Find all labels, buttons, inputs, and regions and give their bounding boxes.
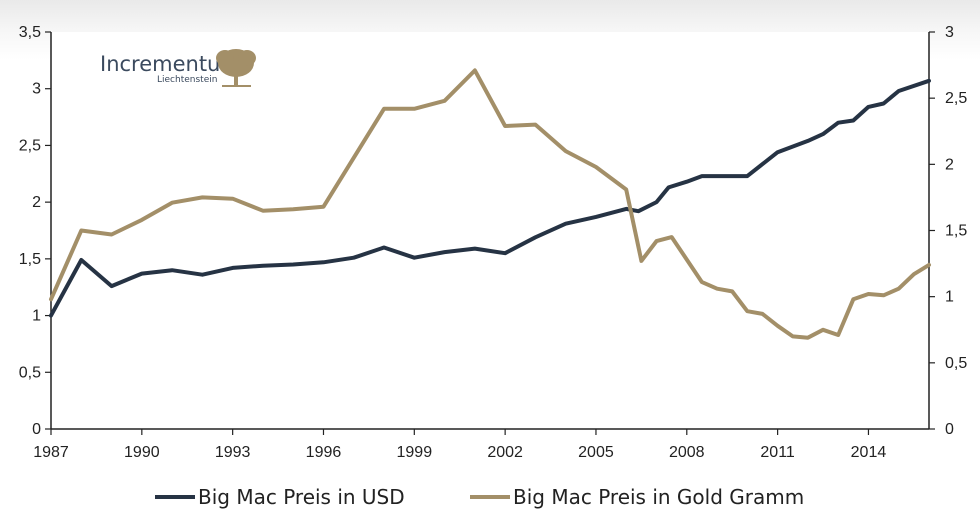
x-tick-label: 2011 bbox=[760, 444, 795, 461]
logo: Incrementum Liechtenstein bbox=[100, 49, 256, 87]
x-tick-label: 2002 bbox=[487, 444, 523, 461]
plot-area bbox=[51, 32, 929, 429]
left-y-tick-label: 3 bbox=[32, 81, 41, 98]
left-y-tick-label: 2 bbox=[32, 194, 41, 211]
right-y-ticks: 0 0,5 1 1,5 2 2,5 3 bbox=[929, 24, 967, 438]
legend-label-gold: Big Mac Preis in Gold Gramm bbox=[513, 485, 804, 509]
legend-label-usd: Big Mac Preis in USD bbox=[198, 485, 405, 509]
legend: Big Mac Preis in USD Big Mac Preis in Go… bbox=[155, 485, 804, 509]
left-y-tick-label: 1,5 bbox=[19, 251, 41, 268]
x-tick-label: 2008 bbox=[669, 444, 705, 461]
series-line-gold bbox=[49, 68, 931, 340]
series-lines bbox=[49, 68, 931, 340]
right-y-tick-label: 2 bbox=[945, 156, 954, 173]
left-y-tick-label: 2,5 bbox=[19, 137, 41, 154]
series-line-usd bbox=[49, 78, 931, 318]
x-tick-label: 1993 bbox=[215, 444, 251, 461]
left-y-tick-label: 0,5 bbox=[19, 364, 41, 381]
right-y-tick-label: 0,5 bbox=[945, 355, 967, 372]
right-y-tick-label: 3 bbox=[945, 24, 954, 41]
right-y-tick-label: 1,5 bbox=[945, 223, 967, 240]
right-y-tick-label: 2,5 bbox=[945, 90, 967, 107]
x-ticks: 1987 1990 1993 1996 1999 2002 2005 2008 2011 2014 bbox=[33, 429, 886, 461]
tree-icon bbox=[216, 49, 256, 87]
x-tick-label: 1999 bbox=[397, 444, 433, 461]
left-y-tick-label: 3,5 bbox=[19, 24, 41, 41]
x-tick-label: 2005 bbox=[578, 444, 614, 461]
left-y-tick-label: 0 bbox=[32, 421, 41, 438]
left-y-tick-label: 1 bbox=[32, 308, 41, 325]
x-tick-label: 1996 bbox=[306, 444, 342, 461]
right-y-tick-label: 1 bbox=[945, 289, 954, 306]
logo-subtitle: Liechtenstein bbox=[157, 75, 217, 85]
x-tick-label: 1990 bbox=[124, 444, 160, 461]
left-y-ticks: 0 0,5 1 1,5 2 2,5 3 3,5 bbox=[19, 24, 51, 438]
x-tick-label: 1987 bbox=[33, 444, 69, 461]
right-y-tick-label: 0 bbox=[945, 421, 954, 438]
x-tick-label: 2014 bbox=[851, 444, 887, 461]
